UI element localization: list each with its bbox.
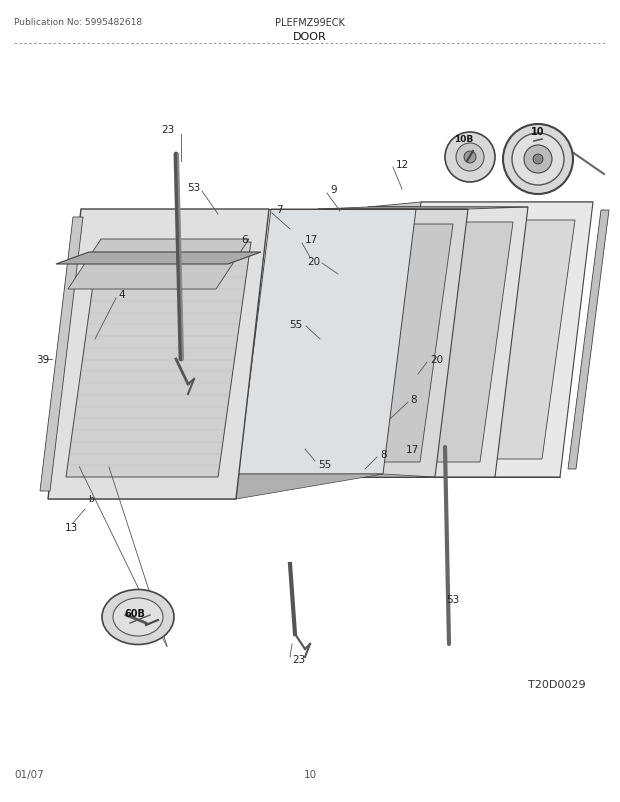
Polygon shape <box>285 210 468 477</box>
Text: 8: 8 <box>380 449 387 460</box>
Polygon shape <box>48 210 269 500</box>
Ellipse shape <box>524 146 552 174</box>
Text: eReplacementParts.com: eReplacementParts.com <box>234 433 386 446</box>
Polygon shape <box>300 225 453 463</box>
Polygon shape <box>66 243 251 477</box>
Text: 17: 17 <box>406 444 419 455</box>
Ellipse shape <box>445 133 495 183</box>
Polygon shape <box>238 475 435 477</box>
Polygon shape <box>56 253 261 265</box>
Polygon shape <box>335 208 528 477</box>
Text: Publication No: 5995482618: Publication No: 5995482618 <box>14 18 142 27</box>
Text: T20D0029: T20D0029 <box>528 679 586 689</box>
Polygon shape <box>68 240 249 290</box>
Text: 10: 10 <box>303 769 317 779</box>
Polygon shape <box>568 211 609 469</box>
Ellipse shape <box>456 144 484 172</box>
Text: DOOR: DOOR <box>293 32 327 42</box>
Text: 20: 20 <box>307 257 320 267</box>
Text: 23: 23 <box>292 654 305 664</box>
Text: 39: 39 <box>36 354 49 365</box>
Polygon shape <box>368 203 593 208</box>
Polygon shape <box>388 203 593 477</box>
Ellipse shape <box>102 589 174 645</box>
Ellipse shape <box>113 598 163 636</box>
Polygon shape <box>238 210 416 475</box>
Text: 7: 7 <box>276 205 283 215</box>
Circle shape <box>464 152 476 164</box>
Ellipse shape <box>512 134 564 186</box>
Text: 23: 23 <box>162 125 175 135</box>
Text: 12: 12 <box>396 160 409 170</box>
Polygon shape <box>48 475 383 500</box>
Polygon shape <box>318 208 528 210</box>
Text: 55: 55 <box>318 460 331 469</box>
Text: 4: 4 <box>118 290 125 300</box>
Text: 10: 10 <box>531 127 545 137</box>
Text: 53: 53 <box>187 183 200 192</box>
Text: 53: 53 <box>446 594 459 604</box>
Text: 17: 17 <box>305 235 318 245</box>
Text: 6: 6 <box>241 235 248 245</box>
Ellipse shape <box>503 125 573 195</box>
Text: 13: 13 <box>65 522 78 533</box>
Polygon shape <box>40 217 83 492</box>
Text: 8: 8 <box>410 395 417 404</box>
Text: 60B: 60B <box>124 608 145 618</box>
Text: 10B: 10B <box>454 136 474 144</box>
Text: 20: 20 <box>430 354 443 365</box>
Text: PLEFMZ99ECK: PLEFMZ99ECK <box>275 18 345 28</box>
Circle shape <box>533 155 543 164</box>
Text: b: b <box>88 495 94 504</box>
Polygon shape <box>350 223 513 463</box>
Text: 9: 9 <box>330 184 337 195</box>
Polygon shape <box>406 221 575 460</box>
Text: 55: 55 <box>289 320 302 330</box>
Text: 01/07: 01/07 <box>14 769 44 779</box>
